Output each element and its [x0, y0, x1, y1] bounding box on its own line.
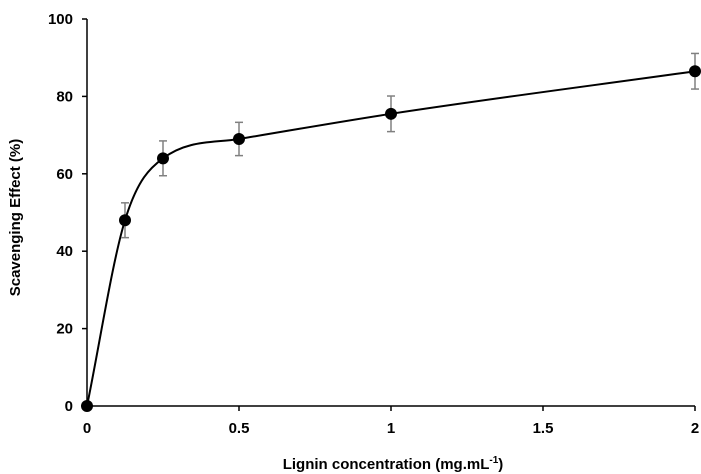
tick-labels: 0 20 40 60 80 100 0 0.5 1 1.5 2 — [48, 11, 699, 437]
data-point — [233, 132, 245, 145]
y-tick-label: 20 — [56, 321, 73, 338]
x-tick-label: 2 — [691, 420, 699, 437]
y-tick-label: 80 — [56, 88, 73, 105]
y-axis-label: Scavenging Effect (%) — [7, 139, 24, 297]
data-point — [119, 214, 131, 227]
series-line — [86, 70, 696, 407]
x-tick-label: 0.5 — [229, 420, 250, 437]
x-tick-label: 0 — [83, 420, 91, 437]
x-axis-label-superscript: -1 — [489, 455, 498, 466]
x-axis-label: Lignin concentration (mg.mL-1) — [283, 455, 504, 473]
data-point — [157, 152, 169, 165]
y-tick-label: 40 — [56, 243, 73, 260]
x-axis-label-suffix: ) — [498, 456, 503, 473]
axes — [82, 18, 696, 411]
data-points — [81, 65, 701, 412]
data-point — [689, 65, 701, 78]
y-tick-label: 60 — [56, 166, 73, 183]
y-tick-label: 100 — [48, 11, 73, 28]
data-point — [81, 400, 93, 412]
x-tick-label: 1.5 — [533, 420, 554, 437]
data-point — [385, 107, 397, 120]
error-bars — [121, 52, 699, 239]
x-tick-label: 1 — [387, 420, 395, 437]
x-axis-label-main: Lignin concentration (mg.mL — [283, 456, 490, 473]
fit-curve-layer — [86, 70, 696, 407]
y-tick-label: 0 — [65, 398, 73, 415]
